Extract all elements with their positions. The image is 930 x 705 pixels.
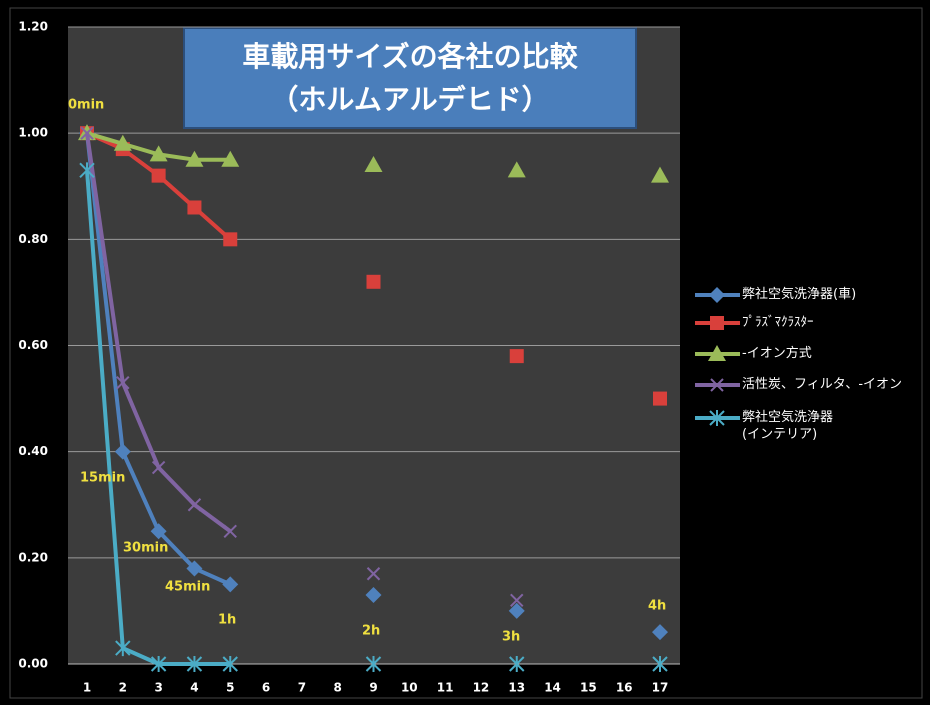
x-tick-label: 5 — [226, 681, 234, 695]
y-tick-label: 0.20 — [18, 550, 48, 564]
marker — [710, 316, 724, 330]
marker — [510, 593, 524, 608]
x-tick-label: 10 — [401, 681, 418, 695]
annotation: 30min — [123, 541, 168, 556]
marker — [365, 656, 382, 672]
marker — [509, 656, 525, 672]
marker — [186, 656, 203, 672]
annotation: 1h — [218, 613, 236, 628]
y-tick-label: 0.40 — [18, 444, 48, 458]
x-tick-label: 1 — [83, 681, 91, 695]
marker — [79, 162, 95, 179]
marker — [151, 168, 166, 183]
marker — [114, 443, 131, 460]
marker — [708, 345, 726, 361]
marker — [115, 640, 131, 657]
marker — [186, 560, 203, 577]
marker — [151, 460, 166, 475]
annotation: 45min — [165, 580, 210, 595]
annotation: 0min — [68, 98, 104, 113]
marker — [223, 524, 237, 538]
legend-label: 弊社空気洗浄器(車) — [742, 287, 857, 302]
marker — [149, 145, 168, 162]
frame — [9, 7, 923, 699]
y-tick-label: 1.20 — [18, 20, 48, 34]
chart-subtitle: （ホルムアルデヒド） — [270, 83, 549, 116]
marker — [366, 274, 381, 289]
marker — [150, 523, 167, 540]
marker — [185, 150, 204, 167]
y-tick-label: 1.00 — [18, 126, 48, 140]
y-tick-label: 0.00 — [18, 657, 48, 671]
y-tick-label: 0.80 — [18, 232, 48, 246]
marker — [150, 656, 167, 672]
x-tick-label: 7 — [298, 681, 306, 695]
marker — [221, 150, 240, 167]
marker — [222, 576, 239, 593]
title-box — [183, 27, 637, 129]
marker — [365, 586, 382, 603]
legend-label: ﾌﾟﾗｽﾞﾏｸﾗｽﾀｰ — [742, 315, 814, 330]
x-tick-label: 9 — [369, 681, 377, 695]
marker — [507, 161, 526, 178]
marker — [652, 624, 668, 641]
marker — [80, 126, 94, 140]
marker — [710, 378, 724, 392]
x-tick-label: 17 — [652, 681, 669, 695]
legend-label: -イオン方式 — [742, 346, 812, 361]
chart-title: 車載用サイズの各社の比較 — [242, 40, 578, 73]
legend-label: 活性炭、フィルタ、-イオン — [742, 377, 903, 392]
marker — [709, 410, 725, 426]
x-tick-label: 4 — [190, 681, 198, 695]
x-tick-label: 3 — [154, 681, 162, 695]
x-tick-label: 14 — [544, 681, 561, 695]
marker — [364, 156, 383, 173]
marker — [709, 287, 725, 303]
x-tick-label: 8 — [334, 681, 342, 695]
marker — [223, 232, 238, 247]
annotation: 2h — [362, 624, 380, 639]
marker — [187, 498, 202, 512]
marker — [366, 567, 381, 581]
marker — [113, 134, 132, 151]
x-tick-label: 12 — [473, 681, 490, 695]
marker — [508, 602, 525, 619]
annotation: 15min — [80, 471, 125, 486]
x-tick-label: 6 — [262, 681, 270, 695]
annotation: 3h — [502, 630, 520, 645]
y-tick-label: 0.60 — [18, 338, 48, 352]
x-tick-label: 16 — [616, 681, 633, 695]
x-tick-label: 15 — [580, 681, 597, 695]
marker — [222, 656, 238, 672]
marker — [652, 656, 668, 672]
marker — [116, 375, 130, 390]
x-tick-label: 11 — [437, 681, 454, 695]
marker — [651, 166, 669, 183]
legend-label: 弊社空気洗浄器 (インテリア) — [742, 410, 834, 442]
marker — [653, 391, 667, 406]
x-tick-label: 2 — [119, 681, 127, 695]
marker — [187, 200, 202, 215]
marker — [509, 349, 524, 364]
x-tick-label: 13 — [508, 681, 525, 695]
annotation: 4h — [648, 599, 666, 614]
